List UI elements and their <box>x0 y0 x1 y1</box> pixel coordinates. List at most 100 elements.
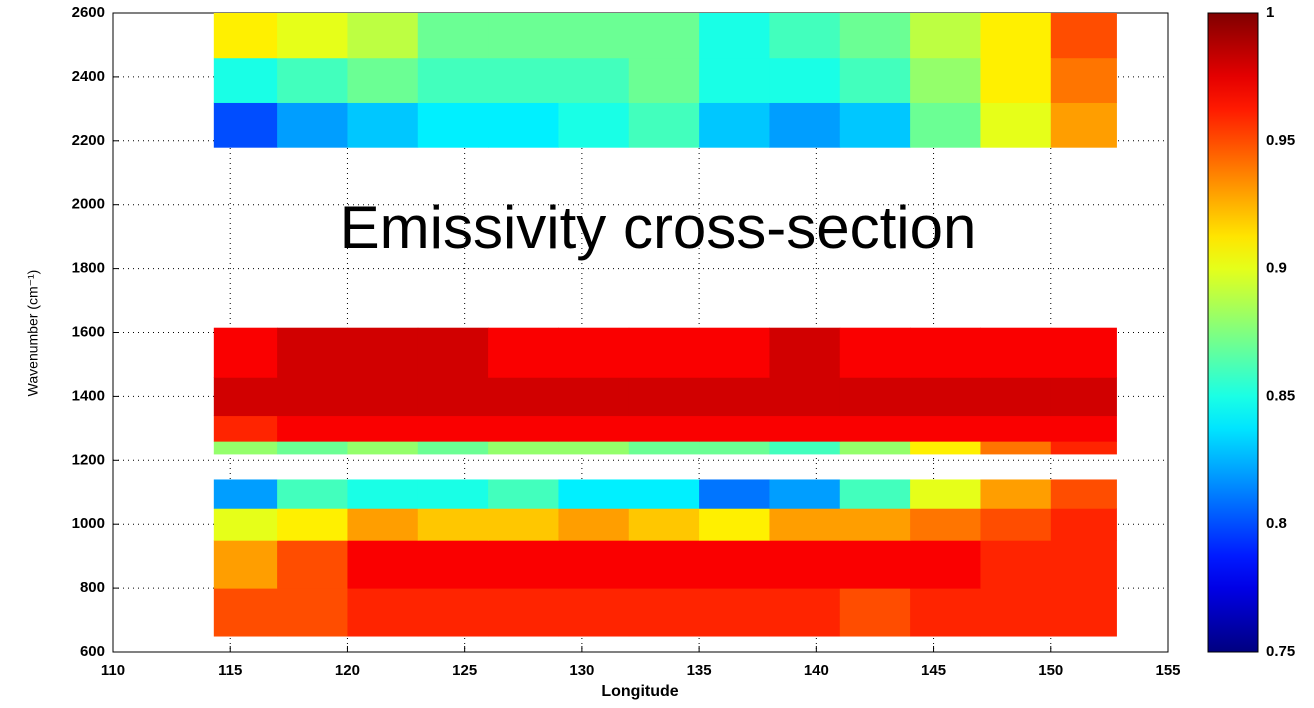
heat-cell <box>910 377 981 417</box>
heat-cell <box>628 588 700 637</box>
heat-cell <box>628 57 700 103</box>
heat-cell <box>839 415 911 442</box>
x-axis-label: Longitude <box>601 683 678 700</box>
heat-cell <box>839 508 911 541</box>
heat-cell <box>558 415 630 442</box>
heat-cell <box>488 588 559 637</box>
y-tick-label: 2600 <box>72 4 105 21</box>
heat-cell <box>980 415 1052 442</box>
heat-cell <box>769 57 841 103</box>
x-tick-label: 155 <box>1155 662 1180 679</box>
heat-cell <box>769 377 841 417</box>
heat-cell <box>699 13 770 59</box>
heat-cell <box>1050 415 1117 442</box>
heat-cell <box>488 13 559 59</box>
heat-cell <box>910 441 981 455</box>
heat-cell <box>488 508 559 541</box>
heat-cell <box>1050 327 1117 378</box>
heat-cell <box>558 508 630 541</box>
colorbar-tick-label: 1 <box>1266 4 1274 21</box>
heat-cell <box>980 540 1052 589</box>
y-tick-label: 1400 <box>72 387 105 404</box>
heat-cell <box>699 377 770 417</box>
heat-cell <box>699 508 770 541</box>
heat-cell <box>347 377 419 417</box>
heat-cell <box>910 102 981 148</box>
y-tick-label: 1800 <box>72 260 105 277</box>
x-tick-label: 130 <box>569 662 594 679</box>
heat-cell <box>628 540 700 589</box>
heat-cell <box>839 57 911 103</box>
x-tick-label: 135 <box>687 662 712 679</box>
heat-cell <box>839 588 911 637</box>
heat-cell <box>699 441 770 455</box>
heat-cell <box>277 441 348 455</box>
y-axis-label: Wavenumber (cm⁻¹) <box>25 270 41 397</box>
heat-cell <box>769 508 841 541</box>
heat-cell <box>213 508 278 541</box>
heat-cell <box>488 415 559 442</box>
heat-cell <box>980 508 1052 541</box>
heat-cell <box>417 508 489 541</box>
heat-cell <box>347 57 419 103</box>
heat-cell <box>347 508 419 541</box>
colorbar-tick-label: 0.8 <box>1266 515 1287 532</box>
x-tick-label: 125 <box>452 662 477 679</box>
heat-cell <box>213 415 278 442</box>
heat-cell <box>699 588 770 637</box>
heat-cell <box>347 102 419 148</box>
heat-cell <box>347 327 419 378</box>
x-tick-label: 115 <box>218 662 242 679</box>
heat-cell <box>628 415 700 442</box>
heat-cell <box>488 57 559 103</box>
heat-cell <box>1050 57 1117 103</box>
heat-cell <box>488 102 559 148</box>
heat-cell <box>839 479 911 509</box>
heat-cell <box>980 102 1052 148</box>
heat-cell <box>699 327 770 378</box>
heat-cell <box>417 377 489 417</box>
heat-cell <box>213 13 278 59</box>
heat-cell <box>347 588 419 637</box>
heat-cell <box>628 102 700 148</box>
heat-cell <box>769 441 841 455</box>
heat-cell <box>699 540 770 589</box>
heat-cell <box>347 13 419 59</box>
heat-cell <box>558 13 630 59</box>
heat-cell <box>699 479 770 509</box>
heat-cell <box>417 540 489 589</box>
heat-cell <box>839 441 911 455</box>
heat-cell <box>417 441 489 455</box>
heat-cell <box>558 540 630 589</box>
heat-cell <box>910 479 981 509</box>
heat-cell <box>277 479 348 509</box>
heat-cell <box>910 13 981 59</box>
heat-cell <box>488 377 559 417</box>
heat-cell <box>769 479 841 509</box>
heat-cell <box>347 479 419 509</box>
heat-cell <box>277 540 348 589</box>
heat-cell <box>769 327 841 378</box>
y-tick-label: 1000 <box>72 515 105 532</box>
colorbar-tick-label: 0.95 <box>1266 132 1295 149</box>
heat-cell <box>417 57 489 103</box>
chart-title: Emissivity cross-section <box>340 194 977 261</box>
heat-cell <box>839 377 911 417</box>
heat-cell <box>769 540 841 589</box>
heat-cell <box>699 102 770 148</box>
heat-cell <box>1050 588 1117 637</box>
heat-cell <box>558 588 630 637</box>
heat-cell <box>628 13 700 59</box>
heat-cell <box>1050 102 1117 148</box>
heat-cell <box>488 479 559 509</box>
heat-cell <box>347 441 419 455</box>
heat-cell <box>1050 540 1117 589</box>
heat-cell <box>699 57 770 103</box>
heat-cell <box>628 479 700 509</box>
heat-cell <box>1050 441 1117 455</box>
heat-cell <box>910 57 981 103</box>
heat-cell <box>277 377 348 417</box>
heat-cell <box>417 479 489 509</box>
heat-cell <box>277 415 348 442</box>
